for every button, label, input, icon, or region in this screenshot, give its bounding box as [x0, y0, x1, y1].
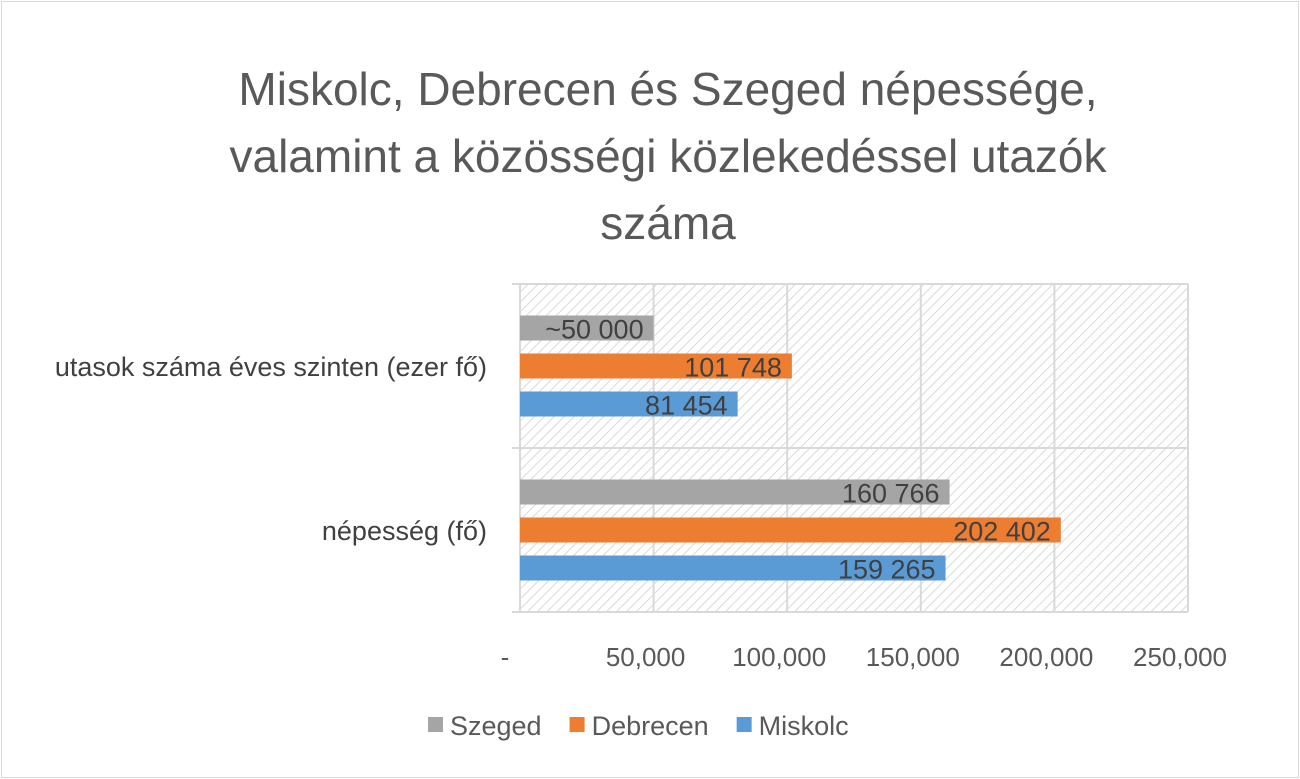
bar-miskolc	[520, 555, 946, 581]
data-label: ~50 000	[545, 315, 643, 345]
legend-swatch	[736, 717, 752, 732]
legend-swatch	[569, 717, 585, 732]
bar-szeged	[520, 315, 654, 341]
bar-miskolc	[520, 391, 738, 417]
legend-swatch	[428, 717, 443, 732]
bar-debrecen	[520, 353, 792, 379]
x-tick-label: 150,000	[866, 642, 960, 672]
data-label: 160 766	[842, 479, 940, 509]
x-tick-label: 50,000	[606, 642, 686, 672]
category-label: népesség (fő)	[322, 516, 487, 546]
data-label: 159 265	[838, 555, 936, 585]
bar-debrecen	[520, 517, 1061, 543]
bar-szeged	[520, 479, 950, 505]
chart-title: Miskolc, Debrecen és Szeged népessége, va…	[229, 63, 1107, 249]
x-tick-label: -	[501, 642, 510, 672]
x-tick-label: 200,000	[999, 642, 1093, 672]
legend-item: Debrecen	[592, 711, 709, 741]
legend-item: Miskolc	[759, 711, 849, 741]
x-tick-label: 250,000	[1133, 642, 1227, 672]
title-line: valamint a közösségi közlekedéssel utazó…	[229, 130, 1107, 182]
data-label: 101 748	[684, 353, 782, 383]
x-tick-label: 100,000	[732, 642, 826, 672]
legend-item: Szeged	[450, 711, 542, 741]
title-line: Miskolc, Debrecen és Szeged népessége,	[238, 63, 1097, 115]
data-label: 81 454	[645, 391, 728, 421]
legend: Szeged Debrecen Miskolc	[428, 711, 849, 741]
title-line: száma	[600, 197, 736, 249]
category-label: utasok száma éves szinten (ezer fő)	[55, 352, 487, 382]
data-label: 202 402	[953, 517, 1051, 547]
